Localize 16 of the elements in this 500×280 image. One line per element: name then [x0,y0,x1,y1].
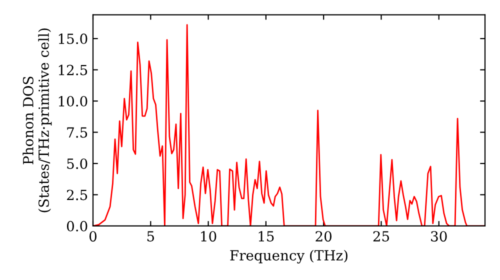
x-tick-label: 30 [431,231,447,242]
y-tick-label: 12.5 [58,64,88,76]
x-tick-label: 15 [258,231,274,242]
x-tick-label: 5 [147,231,154,242]
y-tick-label: 0.0 [66,220,88,232]
y-tick-label: 15.0 [58,34,88,44]
x-axis-title: Frequency (THz) [230,250,348,264]
y-tick-label: 7.5 [67,127,88,138]
x-tick-label: 10 [201,231,216,242]
y-tick-label: 2.5 [66,190,88,200]
y-tick-label: 5.0 [67,158,88,169]
y-tick-label: 10.0 [58,96,88,107]
x-tick-label: 0 [89,231,96,242]
x-tick-label: 20 [316,231,332,242]
y-axis-title: Phonon DOS (States/THz·primitive cell) [22,28,52,212]
x-tick-label: 25 [373,231,389,242]
